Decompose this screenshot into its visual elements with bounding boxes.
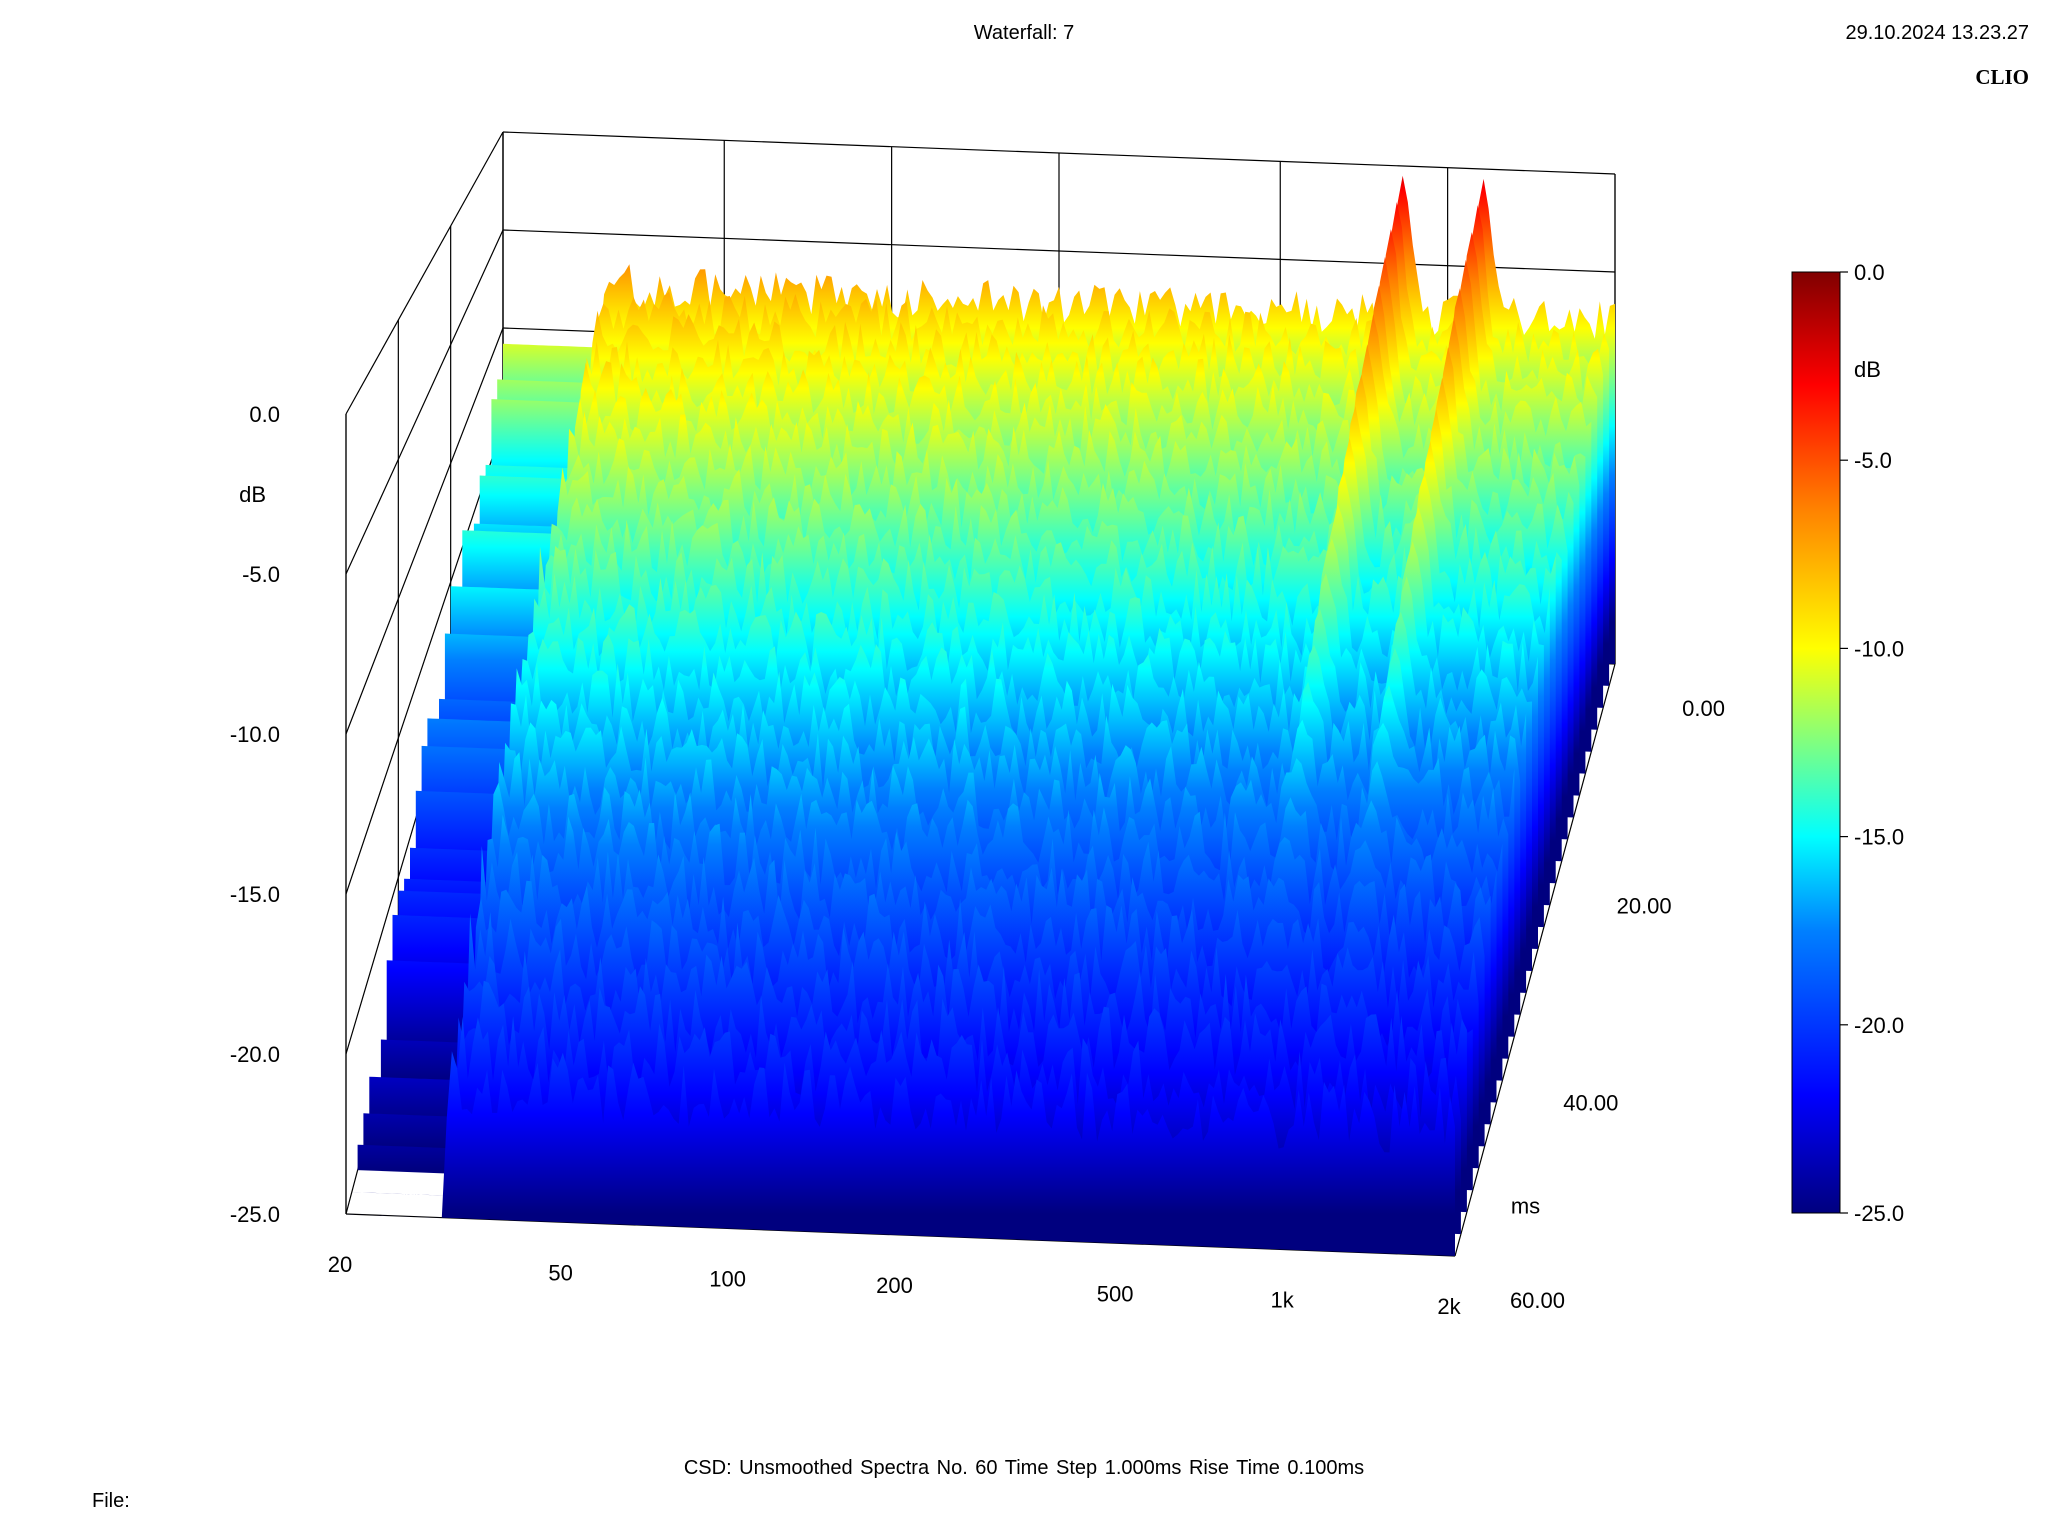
y-tick-label: 0.0 — [249, 402, 280, 427]
y-tick-label: -15.0 — [230, 882, 280, 907]
x-tick-label: 200 — [876, 1273, 913, 1298]
colorbar-tick-label: -25.0 — [1854, 1201, 1904, 1226]
y-tick-label: -10.0 — [230, 722, 280, 747]
x-tick-label: 20 — [328, 1252, 352, 1277]
z-tick-label: 60.00 — [1510, 1288, 1565, 1313]
colorbar-tick-label: -20.0 — [1854, 1013, 1904, 1038]
waterfall-surface — [346, 175, 1615, 1256]
brand-logo: CLIO — [1975, 65, 2029, 89]
side-wall-level-gridline — [345, 229, 504, 575]
z-tick-label: 0.00 — [1682, 696, 1725, 721]
x-tick-label: 2k — [1437, 1294, 1461, 1319]
colorbar-tick-label: -15.0 — [1854, 825, 1904, 850]
z-tick-label: 40.00 — [1563, 1091, 1618, 1116]
colorbar-unit-label: dB — [1854, 357, 1881, 382]
colorbar: 0.0 -5.0 -10.0 -15.0 -20.0 -25.0 dB — [1791, 260, 1904, 1226]
y-tick-label: -20.0 — [230, 1042, 280, 1067]
side-wall-level-gridline — [345, 131, 504, 415]
z-unit-label: ms — [1511, 1193, 1540, 1218]
colorbar-gradient — [1791, 271, 1841, 1214]
back-wall-level-gridline — [502, 229, 1616, 273]
colorbar-tick-label: -10.0 — [1854, 636, 1904, 661]
right-floor-edge — [1454, 663, 1616, 1257]
side-wall-level-gridline — [345, 327, 504, 735]
x-tick-label: 500 — [1097, 1281, 1134, 1306]
y-tick-label: -5.0 — [242, 562, 280, 587]
x-tick-label: 100 — [709, 1267, 746, 1292]
timestamp: 29.10.2024 13.23.27 — [1845, 22, 2029, 44]
x-tick-label: 1k — [1270, 1288, 1294, 1313]
axis-labels: 0.0 -5.0 -10.0 -15.0 -20.0 -25.0 dB 20 50 100 200 5… — [230, 402, 1725, 1319]
chart-title: Waterfall: 7 — [973, 22, 1075, 44]
x-tick-label: 50 — [548, 1260, 572, 1285]
side-wall-level-gridline — [345, 425, 504, 895]
measurement-settings: CSD: Unsmoothed Spectra No. 60 Time Step… — [683, 1457, 1365, 1479]
y-tick-label: -25.0 — [230, 1202, 280, 1227]
back-wall-level-gridline — [502, 131, 1616, 175]
file-label: File: — [92, 1490, 130, 1512]
colorbar-tick-label: -5.0 — [1854, 448, 1892, 473]
colorbar-tick-label: 0.0 — [1854, 260, 1885, 285]
z-tick-label: 20.00 — [1617, 893, 1672, 918]
spectrum-slice — [346, 1051, 1455, 1256]
y-unit-label: dB — [239, 482, 266, 507]
